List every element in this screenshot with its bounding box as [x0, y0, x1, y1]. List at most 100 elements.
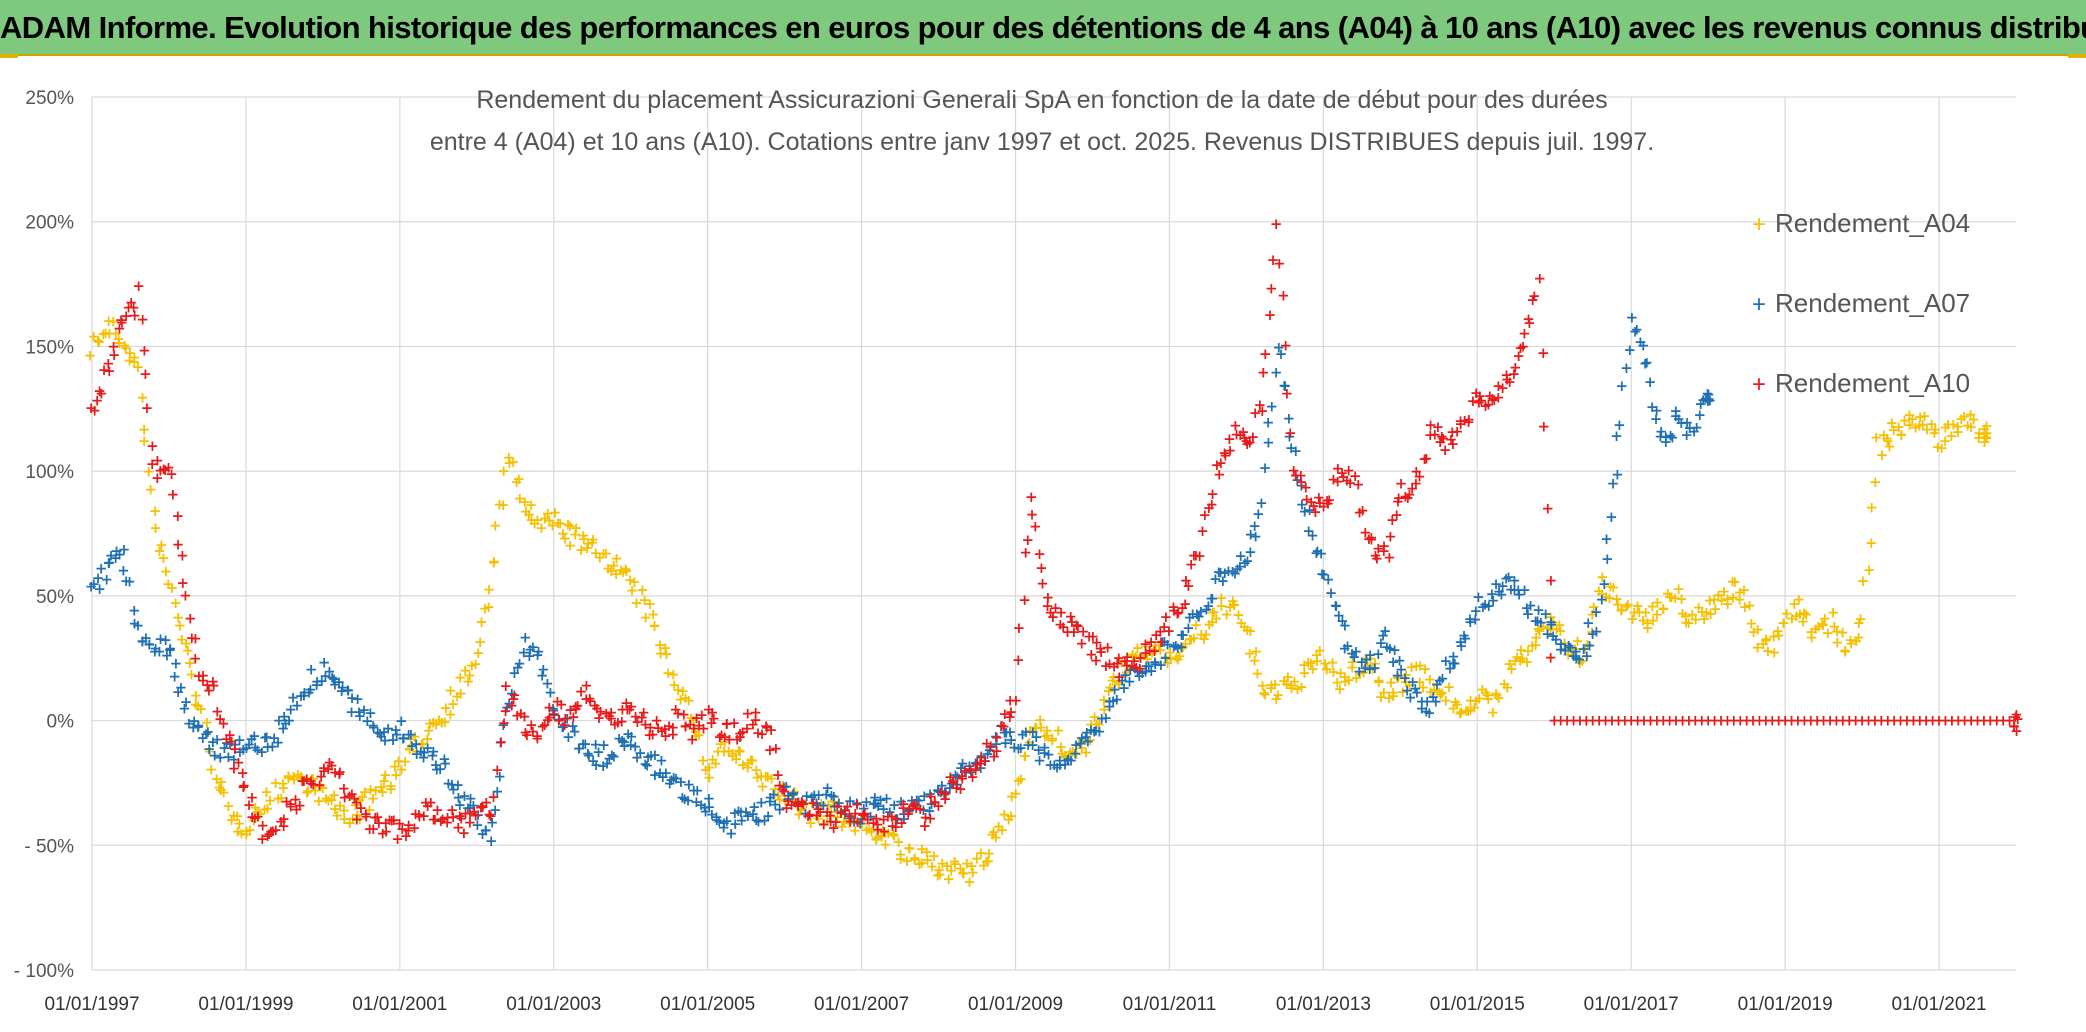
data-point: +: [1430, 692, 1443, 710]
data-point: +: [173, 616, 186, 634]
data-point: +: [222, 797, 235, 815]
data-point: +: [210, 770, 223, 788]
data-point: +: [575, 541, 588, 559]
data-point: +: [385, 780, 398, 798]
data-point: +: [1265, 280, 1278, 298]
x-tick-label: 01/01/2007: [814, 994, 909, 1015]
data-point: +: [314, 777, 327, 795]
x-tick-label: 01/01/2005: [660, 994, 755, 1015]
data-point: +: [149, 519, 162, 537]
data-point: +: [570, 519, 583, 537]
data-point: +: [92, 331, 105, 349]
data-point: +: [782, 790, 795, 808]
data-point: +: [1281, 384, 1294, 402]
data-point: +: [128, 349, 141, 367]
data-point: +: [433, 711, 446, 729]
y-tick-label: 250%: [25, 88, 74, 109]
data-point: +: [123, 572, 136, 590]
data-point: +: [1005, 807, 1018, 825]
data-point: +: [690, 727, 703, 745]
data-point: +: [1270, 215, 1283, 233]
data-point: +: [667, 666, 680, 684]
banner-title: ADAM Informe. Evolution historique des p…: [0, 10, 2086, 45]
data-point: +: [356, 788, 369, 806]
data-point: +: [107, 313, 120, 331]
data-point: +: [488, 552, 501, 570]
data-point: +: [617, 563, 630, 581]
data-point: +: [390, 766, 403, 784]
data-point: +: [1379, 622, 1392, 640]
data-point: +: [1978, 425, 1991, 443]
data-point: +: [810, 807, 823, 825]
data-point: +: [475, 613, 488, 631]
data-point: +: [1413, 468, 1426, 486]
data-point: +: [709, 755, 722, 773]
y-tick-label: - 100%: [14, 961, 74, 982]
data-point: +: [184, 610, 197, 628]
data-point: +: [369, 782, 382, 800]
x-tick-label: 01/01/2011: [1123, 994, 1217, 1015]
data-point: +: [1650, 401, 1663, 419]
data-point: +: [726, 744, 739, 762]
data-point: +: [275, 789, 288, 807]
data-point: +: [795, 801, 808, 819]
data-point: +: [2010, 705, 2023, 723]
data-point: +: [706, 751, 719, 769]
data-point: +: [1865, 499, 1878, 517]
data-point: +: [277, 775, 290, 793]
data-point: +: [415, 736, 428, 754]
data-point: +: [166, 579, 179, 597]
data-point: +: [309, 781, 322, 799]
data-point: +: [305, 769, 318, 787]
data-point: +: [307, 770, 320, 788]
data-point: +: [202, 722, 215, 740]
data-point: +: [605, 562, 618, 580]
data-point: +: [225, 811, 238, 829]
data-point: +: [97, 325, 110, 343]
data-point: +: [447, 695, 460, 713]
data-point: +: [546, 516, 559, 534]
data-point: +: [235, 825, 248, 843]
data-point: +: [1025, 488, 1038, 506]
x-axis-labels: 01/01/1997 01/01/1999 01/01/2001 01/01/2003…: [44, 994, 1986, 1015]
data-point: +: [144, 480, 157, 498]
data-point: +: [439, 713, 452, 731]
data-point: +: [1545, 571, 1558, 589]
data-point: +: [180, 693, 193, 711]
grid-layer: [91, 96, 2016, 971]
data-point: +: [233, 814, 246, 832]
data-point: +: [489, 516, 502, 534]
chart-title: Rendement du placement Assicurazioni Gen…: [430, 86, 1654, 156]
x-tick-label: 01/01/1999: [198, 994, 293, 1015]
x-tick-label: 01/01/2001: [352, 994, 447, 1015]
data-point: +: [672, 681, 685, 699]
data-point: +: [103, 325, 116, 343]
data-point: +: [201, 714, 214, 732]
data-point: +: [179, 587, 192, 605]
data-point: +: [1255, 494, 1268, 512]
legend-label-a04: Rendement_A04: [1775, 208, 1970, 238]
data-point: +: [313, 792, 326, 810]
data-point: +: [513, 470, 526, 488]
data-point: +: [153, 542, 166, 560]
data-point: +: [384, 777, 397, 795]
data-point: +: [258, 801, 271, 819]
data-point: +: [346, 810, 359, 828]
data-point: +: [528, 515, 541, 533]
data-point: +: [444, 682, 457, 700]
data-point: +: [142, 462, 155, 480]
data-point: +: [597, 545, 610, 563]
data-point: +: [788, 782, 801, 800]
data-point: +: [610, 550, 623, 568]
data-point: +: [600, 544, 613, 562]
data-point: +: [520, 502, 533, 520]
data-point: +: [353, 791, 366, 809]
data-point: +: [554, 515, 567, 533]
data-point: +: [1259, 459, 1272, 477]
data-point: +: [487, 553, 500, 571]
data-point: +: [359, 783, 372, 801]
data-point: +: [1600, 530, 1613, 548]
data-point: +: [231, 807, 244, 825]
data-point: +: [416, 734, 429, 752]
data-point: +: [638, 591, 651, 609]
